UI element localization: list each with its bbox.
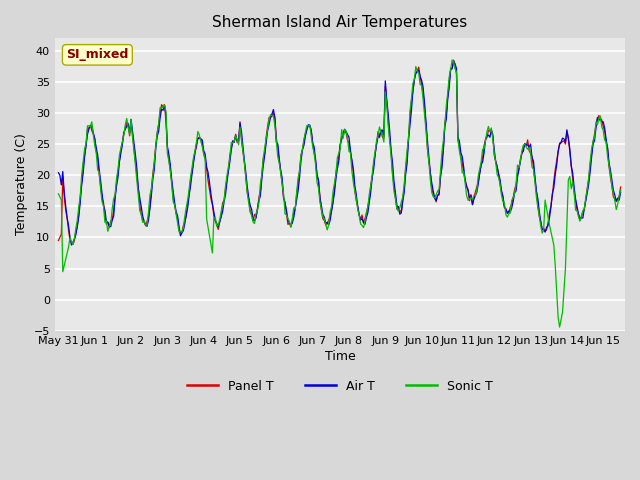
Sonic T — [448, 57, 456, 63]
Sonic T — [189, 155, 197, 160]
Panel T — [328, 207, 335, 213]
Air T — [68, 242, 76, 248]
Air T — [54, 170, 62, 176]
Air T — [315, 178, 323, 184]
Title: Sherman Island Air Temperatures: Sherman Island Air Temperatures — [212, 15, 468, 30]
Air T — [331, 190, 339, 195]
Sonic T — [313, 180, 321, 185]
Text: SI_mixed: SI_mixed — [66, 48, 129, 61]
Panel T — [69, 241, 77, 247]
Panel T — [54, 238, 62, 243]
Panel T — [561, 141, 569, 147]
Line: Panel T: Panel T — [58, 60, 621, 244]
X-axis label: Time: Time — [324, 350, 355, 363]
Air T — [561, 139, 569, 145]
Line: Air T: Air T — [58, 61, 621, 245]
Air T — [450, 58, 458, 64]
Line: Sonic T: Sonic T — [58, 60, 621, 327]
Air T — [191, 150, 199, 156]
Panel T — [331, 185, 339, 191]
Panel T — [568, 163, 575, 169]
Sonic T — [54, 191, 62, 197]
Air T — [617, 190, 625, 195]
Sonic T — [329, 189, 337, 195]
Panel T — [191, 148, 199, 154]
Air T — [568, 163, 575, 168]
Panel T — [450, 57, 458, 63]
Sonic T — [568, 186, 575, 192]
Sonic T — [561, 266, 569, 272]
Panel T — [315, 177, 323, 183]
Y-axis label: Temperature (C): Temperature (C) — [15, 133, 28, 235]
Sonic T — [556, 324, 563, 330]
Panel T — [617, 184, 625, 190]
Sonic T — [617, 188, 625, 193]
Air T — [328, 208, 335, 214]
Sonic T — [326, 209, 334, 215]
Legend: Panel T, Air T, Sonic T: Panel T, Air T, Sonic T — [182, 375, 498, 398]
